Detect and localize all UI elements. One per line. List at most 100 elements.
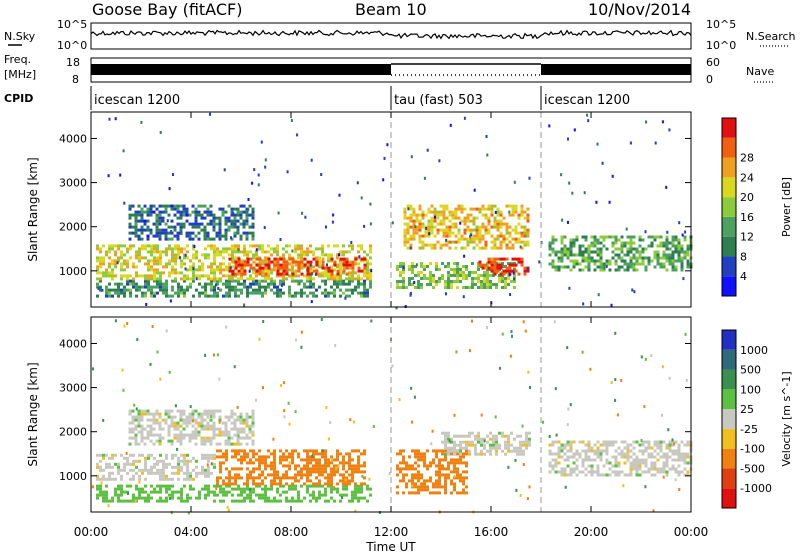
echo-cell <box>599 452 603 456</box>
echo-cell <box>239 412 243 416</box>
echo-cell <box>554 440 558 444</box>
echo-cell <box>336 265 339 269</box>
echo-cell <box>207 474 210 478</box>
echo-cell <box>590 241 594 245</box>
echo-cell <box>508 204 512 208</box>
echo-cell <box>575 458 579 462</box>
echo-cell <box>306 266 310 270</box>
echo-cell <box>243 279 246 283</box>
echo-cell <box>635 247 639 251</box>
echo-cell <box>236 430 240 434</box>
echo-cell <box>261 262 264 266</box>
scatter-echo <box>320 318 323 321</box>
echo-cell <box>251 409 255 413</box>
y-tick-label: 3000 <box>59 177 87 190</box>
echo-cell <box>155 409 159 413</box>
echo-cell <box>465 461 468 465</box>
echo-cell <box>204 487 207 491</box>
echo-cell <box>593 262 597 266</box>
echo-cell <box>237 244 240 248</box>
scatter-echo <box>573 128 576 132</box>
echo-cell <box>243 253 246 257</box>
echo-cell <box>629 443 633 447</box>
echo-cell <box>206 412 210 416</box>
echo-cell <box>159 459 162 463</box>
echo-cell <box>227 415 231 419</box>
echo-cell <box>201 468 204 472</box>
echo-cell <box>231 244 234 248</box>
echo-cell <box>249 493 252 497</box>
echo-cell <box>456 434 459 438</box>
echo-cell <box>146 213 150 217</box>
echo-cell <box>285 458 288 462</box>
echo-cell <box>213 244 216 248</box>
echo-cell <box>222 256 225 260</box>
echo-cell <box>209 222 213 226</box>
echo-cell <box>236 210 240 214</box>
echo-cell <box>526 216 530 220</box>
echo-cell <box>285 496 288 500</box>
echo-cell <box>519 443 522 447</box>
echo-cell <box>167 430 171 434</box>
echo-cell <box>242 210 246 214</box>
echo-cell <box>447 280 450 283</box>
echo-cell <box>674 247 678 251</box>
echo-cell <box>228 294 231 298</box>
echo-cell <box>517 231 521 235</box>
echo-cell <box>480 440 483 444</box>
echo-cell <box>611 455 615 459</box>
echo-cell <box>204 291 207 295</box>
scatter-echo <box>561 218 564 222</box>
echo-cell <box>363 464 366 468</box>
echo-cell <box>417 491 420 495</box>
echo-cell <box>441 274 444 277</box>
echo-cell <box>363 461 366 465</box>
echo-cell <box>501 280 504 283</box>
echo-cell <box>197 415 201 419</box>
echo-cell <box>267 499 270 503</box>
echo-cell <box>635 268 639 272</box>
echo-cell <box>224 427 228 431</box>
echo-cell <box>276 487 279 491</box>
scatter-echo <box>512 271 515 275</box>
echo-cell <box>237 257 241 261</box>
scatter-echo <box>463 254 466 258</box>
echo-cell <box>165 294 168 298</box>
echo-cell <box>200 415 204 419</box>
echo-cell <box>620 265 624 269</box>
echo-cell <box>566 265 570 269</box>
echo-cell <box>192 262 195 266</box>
echo-cell <box>490 210 494 214</box>
scatter-echo <box>189 405 192 409</box>
echo-cell <box>219 271 222 275</box>
echo-cell <box>348 263 352 267</box>
echo-cell <box>523 210 527 214</box>
noise-trace <box>90 29 692 40</box>
echo-cell <box>96 282 99 286</box>
scatter-echo <box>114 319 117 323</box>
echo-cell <box>414 286 417 289</box>
echo-cell <box>450 449 453 453</box>
echo-cell <box>504 434 507 438</box>
echo-cell <box>228 277 231 281</box>
echo-cell <box>230 421 234 425</box>
echo-cell <box>102 477 105 481</box>
scatter-echo <box>151 325 154 328</box>
echo-cell <box>551 265 555 269</box>
echo-cell <box>650 464 654 468</box>
echo-cell <box>165 253 168 257</box>
echo-cell <box>472 240 476 244</box>
echo-cell <box>242 225 246 229</box>
echo-cell <box>237 499 240 503</box>
echo-cell <box>662 452 666 456</box>
echo-cell <box>102 271 105 275</box>
echo-cell <box>158 421 162 425</box>
echo-cell <box>486 283 489 286</box>
echo-cell <box>336 256 339 260</box>
scatter-echo <box>567 137 569 141</box>
echo-cell <box>318 464 321 468</box>
echo-cell <box>423 479 426 483</box>
echo-cell <box>231 250 234 254</box>
echo-cell <box>459 473 462 477</box>
echo-cell <box>348 266 352 270</box>
